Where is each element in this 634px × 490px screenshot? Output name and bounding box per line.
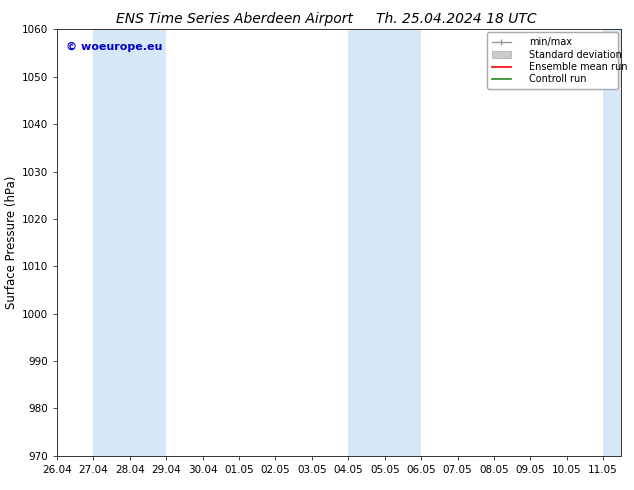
Text: ENS Time Series Aberdeen Airport: ENS Time Series Aberdeen Airport <box>116 12 353 26</box>
Bar <box>348 29 421 456</box>
Text: © woeurope.eu: © woeurope.eu <box>65 42 162 52</box>
Bar <box>603 29 634 456</box>
Y-axis label: Surface Pressure (hPa): Surface Pressure (hPa) <box>4 176 18 309</box>
Text: Th. 25.04.2024 18 UTC: Th. 25.04.2024 18 UTC <box>376 12 537 26</box>
Bar <box>93 29 166 456</box>
Legend: min/max, Standard deviation, Ensemble mean run, Controll run: min/max, Standard deviation, Ensemble me… <box>487 32 618 89</box>
